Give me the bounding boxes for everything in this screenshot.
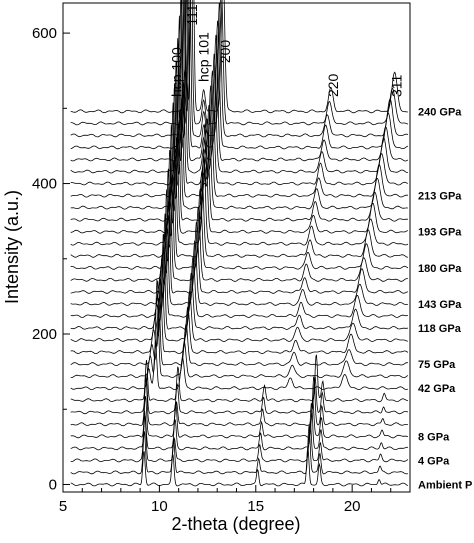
diffraction-trace bbox=[70, 298, 408, 366]
y-tick-label: 600 bbox=[32, 25, 57, 42]
pressure-label: 193 GPa bbox=[418, 227, 462, 239]
diffraction-trace bbox=[70, 124, 409, 270]
diffraction-trace bbox=[70, 343, 409, 391]
diffraction-trace bbox=[70, 425, 409, 475]
diffraction-trace bbox=[70, 102, 408, 258]
pressure-label: 8 GPa bbox=[418, 431, 450, 443]
diffraction-trace bbox=[70, 256, 408, 342]
diffraction-trace bbox=[70, 0, 409, 186]
diffraction-trace bbox=[70, 0, 409, 162]
y-axis: 0 200 400 600 bbox=[32, 25, 70, 493]
pressure-label: 42 GPa bbox=[418, 383, 456, 395]
peak-label: 311 bbox=[389, 75, 405, 98]
x-tick-label: 10 bbox=[151, 498, 168, 515]
peak-label: 111 bbox=[184, 4, 200, 25]
y-tick-label: 200 bbox=[32, 326, 57, 343]
pressure-label: 75 GPa bbox=[418, 359, 456, 371]
diffraction-trace bbox=[70, 374, 408, 427]
pressure-label: 118 GPa bbox=[418, 323, 462, 335]
x-axis-title: 2-theta (degree) bbox=[171, 514, 300, 534]
diffraction-trace bbox=[70, 149, 408, 282]
pressure-label: 180 GPa bbox=[418, 263, 462, 275]
x-tick-label: 20 bbox=[344, 498, 361, 515]
y-tick-label: 400 bbox=[32, 176, 57, 193]
diffraction-trace bbox=[70, 234, 409, 330]
peak-label: 220 bbox=[325, 73, 341, 97]
x-tick-label: 5 bbox=[59, 498, 67, 515]
diffraction-trace bbox=[70, 278, 409, 355]
diffraction-trace bbox=[70, 38, 408, 222]
diffraction-trace bbox=[70, 447, 409, 487]
diffraction-trace bbox=[70, 15, 408, 210]
pressure-label: Ambient P bbox=[418, 479, 472, 491]
diffraction-trace bbox=[70, 403, 408, 451]
pressure-labels: Ambient P 4 GPa 8 GPa 42 GPa 75 GPa 118 GPa 14… bbox=[418, 106, 472, 491]
diffraction-trace bbox=[70, 0, 409, 126]
x-axis: 5 10 15 20 bbox=[59, 485, 411, 515]
diffraction-trace bbox=[70, 0, 408, 114]
diffraction-trace bbox=[70, 0, 409, 150]
diffraction-traces bbox=[70, 0, 409, 487]
y-tick-label: 0 bbox=[49, 476, 57, 493]
diffraction-trace bbox=[70, 376, 408, 415]
pressure-label: 4 GPa bbox=[418, 455, 450, 467]
peak-label: hcp 100 bbox=[169, 47, 185, 97]
diffraction-trace bbox=[70, 279, 409, 379]
diffraction-trace bbox=[70, 82, 409, 246]
diffraction-trace bbox=[70, 0, 408, 198]
diffraction-trace bbox=[70, 189, 408, 306]
peak-label: hcp 101 bbox=[196, 32, 212, 82]
diffraction-trace bbox=[70, 168, 409, 294]
pressure-label: 143 GPa bbox=[418, 299, 462, 311]
peak-label: 200 bbox=[217, 40, 233, 64]
diffraction-trace bbox=[70, 60, 409, 234]
diffraction-trace bbox=[70, 410, 409, 463]
diffraction-trace bbox=[70, 354, 408, 403]
pressure-label: 240 GPa bbox=[418, 106, 462, 118]
peak-labels: hcp 100 111 hcp 101 200 220 311 bbox=[169, 4, 405, 97]
pressure-label: 213 GPa bbox=[418, 191, 462, 203]
y-axis-title: Intensity (a.u.) bbox=[2, 190, 22, 304]
diffraction-trace bbox=[70, 395, 409, 439]
plot-frame bbox=[62, 2, 411, 493]
diffraction-trace bbox=[70, 0, 408, 174]
diffraction-trace bbox=[70, 0, 409, 138]
diffraction-trace bbox=[70, 213, 408, 318]
x-tick-label: 15 bbox=[247, 498, 264, 515]
